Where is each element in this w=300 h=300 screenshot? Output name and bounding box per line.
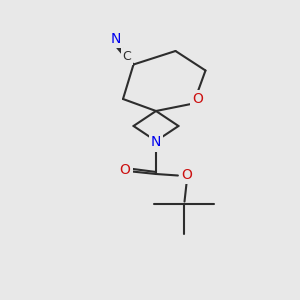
Text: C: C [122, 50, 131, 63]
Text: O: O [182, 168, 192, 182]
Text: N: N [111, 32, 121, 46]
Text: O: O [120, 163, 130, 176]
Text: N: N [151, 136, 161, 149]
Text: O: O [193, 92, 203, 106]
